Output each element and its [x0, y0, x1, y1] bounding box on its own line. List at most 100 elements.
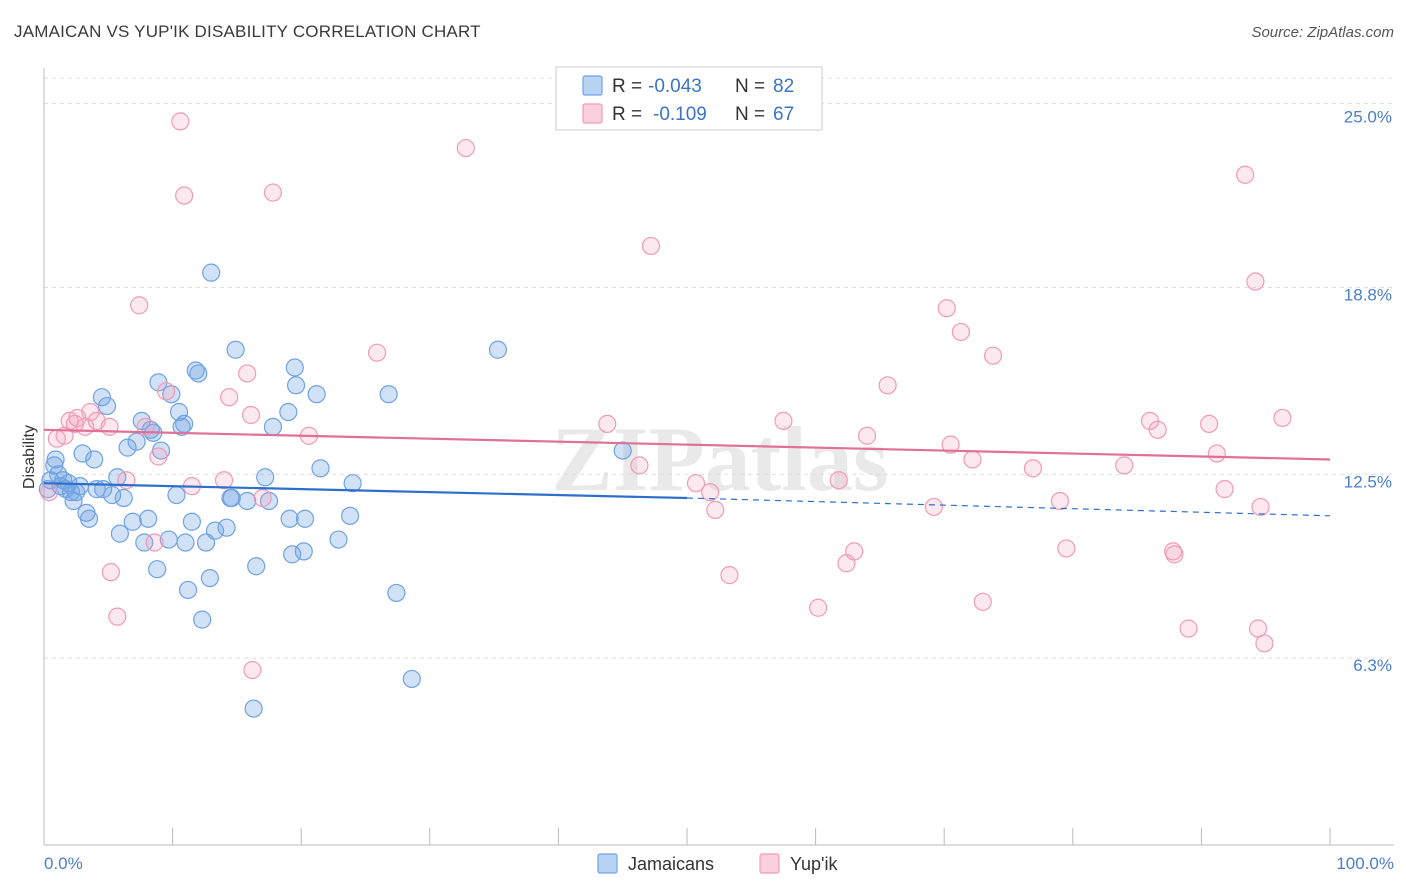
- point-yupik: [857, 426, 877, 445]
- point-jamaicans: [286, 376, 306, 395]
- point-jamaicans: [175, 414, 194, 433]
- point-yupik: [983, 346, 1003, 365]
- point-jamaicans: [222, 488, 241, 508]
- point-yupik: [641, 236, 661, 256]
- point-yupik: [241, 405, 261, 425]
- point-jamaicans: [182, 512, 201, 531]
- x-tick-label-min: 0.0%: [44, 854, 83, 873]
- point-yupik: [1179, 619, 1198, 638]
- point-yupik: [220, 388, 239, 407]
- point-yupik: [973, 592, 992, 611]
- point-yupik: [951, 322, 971, 342]
- point-yupik: [1057, 539, 1076, 558]
- point-jamaicans: [387, 583, 406, 603]
- point-jamaicans: [379, 385, 398, 404]
- trend-line-yupik: [43, 428, 1331, 461]
- trend-lines: [43, 428, 1331, 517]
- point-yupik: [720, 566, 739, 585]
- axes: [43, 68, 1394, 846]
- point-yupik: [1200, 414, 1219, 433]
- point-yupik: [157, 382, 176, 401]
- trend-line-jamaicans-dashed: [686, 497, 1331, 517]
- point-jamaicans: [343, 474, 362, 493]
- point-jamaicans: [73, 444, 92, 463]
- point-jamaicans: [127, 432, 146, 451]
- point-yupik: [149, 447, 168, 466]
- point-jamaicans: [311, 459, 330, 478]
- point-yupik: [937, 299, 956, 318]
- point-yupik: [1050, 491, 1070, 511]
- point-yupik: [878, 376, 897, 395]
- point-jamaicans: [148, 560, 167, 579]
- legend-n-value-yupik: 67: [773, 104, 794, 125]
- point-yupik: [829, 471, 848, 490]
- watermark: ZIPatlas: [551, 408, 888, 510]
- point-yupik: [1165, 545, 1184, 564]
- point-jamaicans: [46, 450, 65, 469]
- point-yupik: [40, 482, 59, 502]
- legend-swatch-yupik: [582, 103, 603, 124]
- point-jamaicans: [103, 485, 122, 505]
- point-jamaicans: [139, 509, 158, 528]
- point-jamaicans: [488, 340, 508, 359]
- point-yupik: [845, 542, 864, 561]
- point-yupik: [774, 411, 793, 431]
- point-jamaicans: [307, 385, 326, 404]
- point-jamaicans: [123, 512, 142, 531]
- point-yupik: [598, 414, 617, 433]
- point-jamaicans: [193, 610, 212, 629]
- point-yupik: [706, 500, 725, 519]
- point-jamaicans: [92, 388, 111, 407]
- point-jamaicans: [280, 509, 299, 528]
- point-jamaicans: [329, 530, 348, 549]
- point-yupik: [924, 497, 944, 517]
- bottom-legend-swatch-yupik: [759, 853, 780, 874]
- point-yupik: [1115, 456, 1134, 475]
- point-jamaicans: [402, 669, 421, 689]
- point-yupik: [253, 488, 272, 508]
- y-tick-label: 18.8%: [1344, 285, 1392, 304]
- point-jamaicans: [283, 545, 302, 564]
- point-yupik: [108, 607, 127, 626]
- legend-n-value-jamaicans: 82: [773, 76, 794, 97]
- point-jamaicans: [238, 491, 257, 511]
- point-yupik: [1215, 480, 1234, 499]
- legend-r-label-jamaicans: R =: [612, 76, 642, 97]
- point-jamaicans: [70, 477, 90, 496]
- point-jamaicans: [244, 699, 263, 718]
- chart-title: JAMAICAN VS YUP'IK DISABILITY CORRELATIO…: [14, 22, 481, 41]
- point-jamaicans: [45, 456, 64, 475]
- point-jamaicans: [169, 402, 189, 422]
- point-jamaicans: [172, 417, 191, 436]
- y-axis-title: Disability: [21, 425, 38, 489]
- point-yupik: [81, 402, 100, 422]
- point-jamaicans: [205, 521, 225, 540]
- point-yupik: [367, 343, 387, 362]
- point-jamaicans: [613, 441, 632, 460]
- legend-n-label-yupik: N =: [735, 104, 765, 125]
- legend-n-label-jamaicans: N =: [735, 76, 765, 97]
- point-yupik: [214, 471, 234, 490]
- point-jamaicans: [97, 396, 117, 416]
- point-yupik: [238, 364, 257, 383]
- point-jamaicans: [167, 485, 186, 505]
- point-yupik: [1148, 420, 1167, 439]
- point-jamaicans: [279, 402, 298, 422]
- point-jamaicans: [141, 420, 160, 439]
- legend-r-label-yupik: R =: [612, 104, 642, 125]
- point-jamaicans: [217, 518, 236, 537]
- trend-line-jamaicans-solid: [43, 482, 688, 500]
- bottom-legend-label-jamaicans: Jamaicans: [628, 854, 714, 874]
- point-jamaicans: [256, 468, 275, 487]
- point-yupik: [1023, 459, 1043, 478]
- y-tick-label: 12.5%: [1344, 472, 1392, 491]
- point-jamaicans: [79, 509, 99, 528]
- point-jamaicans: [186, 361, 205, 380]
- bottom-legend-label-yupik: Yup'ik: [790, 854, 838, 874]
- point-jamaicans: [200, 568, 219, 588]
- legend-r-value-yupik: -0.109: [653, 104, 707, 125]
- point-jamaicans: [294, 542, 313, 561]
- point-yupik: [686, 474, 706, 493]
- point-jamaicans: [226, 340, 245, 359]
